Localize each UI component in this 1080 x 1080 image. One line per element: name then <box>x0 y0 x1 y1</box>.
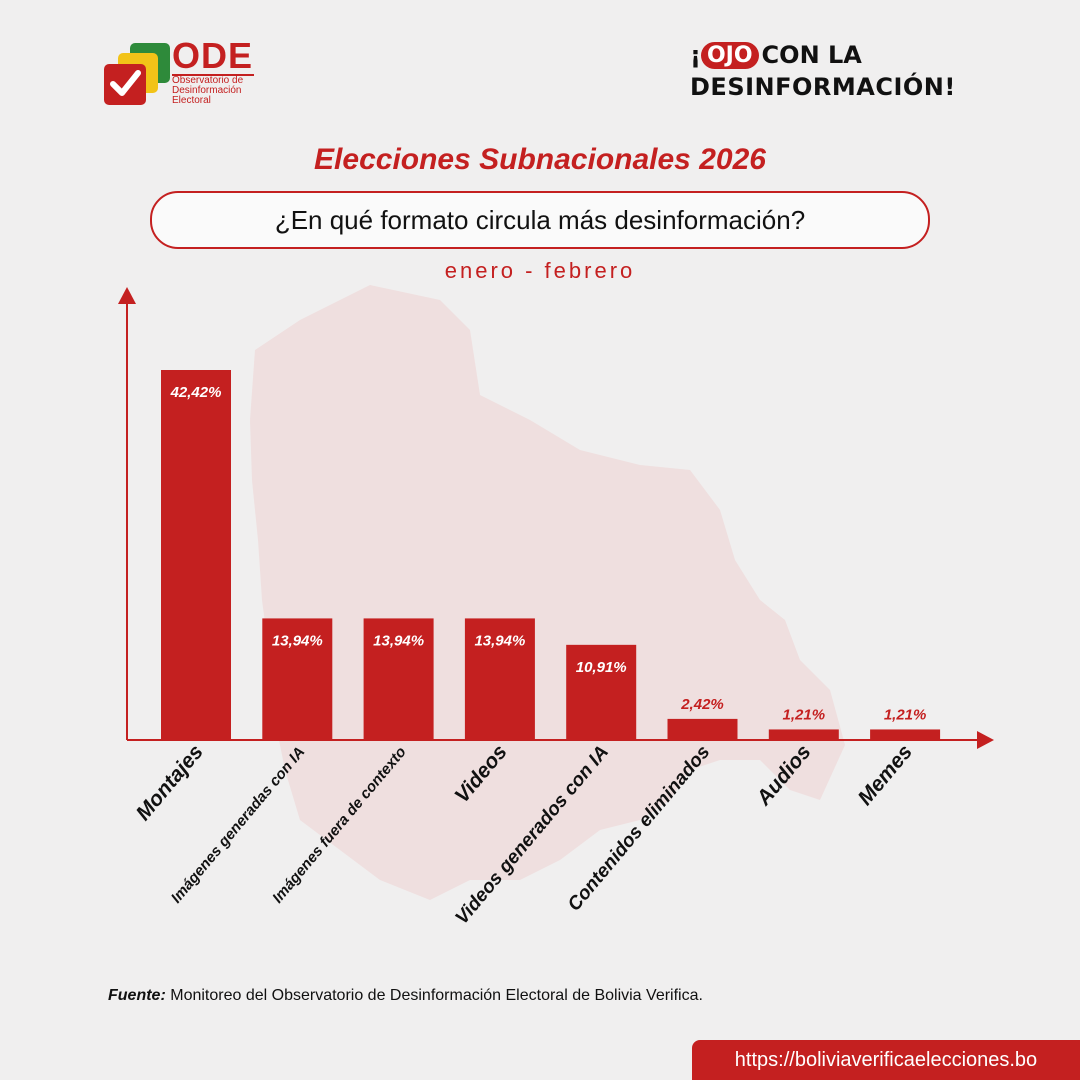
bar-value-label: 42,42% <box>170 384 222 401</box>
x-axis-arrow-icon <box>977 731 994 749</box>
bar-value-label: 13,94% <box>272 632 323 649</box>
source-text: Monitoreo del Observatorio de Desinforma… <box>170 987 703 1004</box>
logo-subtitle: Observatorio de Desinformación Electoral <box>172 76 262 106</box>
bolivia-map-silhouette <box>250 285 845 900</box>
logo-subtitle-line: Desinformación <box>172 85 242 96</box>
logo-divider <box>172 74 254 76</box>
bar <box>667 718 738 740</box>
ode-logo-icon <box>104 43 170 105</box>
website-link[interactable]: https://boliviaverificaelecciones.bo <box>692 1040 1080 1080</box>
bar-value-label: 13,94% <box>474 632 525 649</box>
question-box: ¿En qué formato circula más desinformaci… <box>150 191 930 249</box>
logo-subtitle-line: Electoral <box>172 95 211 106</box>
bar <box>262 618 333 740</box>
source-label: Fuente: <box>108 987 166 1004</box>
bar <box>870 729 941 740</box>
period-label: enero - febrero <box>444 258 636 283</box>
logo-acronym: ODE <box>172 35 254 76</box>
source-note: Fuente: Monitoreo del Observatorio de De… <box>108 987 703 1005</box>
badge-prefix: ¡ <box>690 41 701 69</box>
bar-value-label: 2,42% <box>680 696 724 713</box>
bar <box>768 729 839 740</box>
badge-line1-rest: CON LA <box>761 41 862 69</box>
bar-value-label: 13,94% <box>373 632 424 649</box>
website-url: https://boliviaverificaelecciones.bo <box>734 1048 1038 1071</box>
question-text: ¿En qué formato circula más desinformaci… <box>274 204 806 235</box>
bar <box>566 644 637 740</box>
bar <box>363 618 434 740</box>
bar <box>161 370 231 740</box>
category-label: Montajes <box>132 740 208 825</box>
bar <box>464 618 535 740</box>
bar-value-label: 1,21% <box>783 706 826 723</box>
page-title: Elecciones Subnacionales 2026 <box>314 143 766 176</box>
bar-value-label: 1,21% <box>884 706 927 723</box>
category-label: Memes <box>854 740 917 809</box>
campaign-badge: ¡ OJO CON LA DESINFORMACIÓN! <box>690 40 990 104</box>
bar-value-label: 10,91% <box>576 659 627 676</box>
badge-highlight: OJO <box>700 41 759 69</box>
logo-subtitle-line: Observatorio de <box>172 75 244 86</box>
y-axis-arrow-icon <box>118 287 136 304</box>
badge-line2: DESINFORMACIÓN! <box>690 73 956 101</box>
